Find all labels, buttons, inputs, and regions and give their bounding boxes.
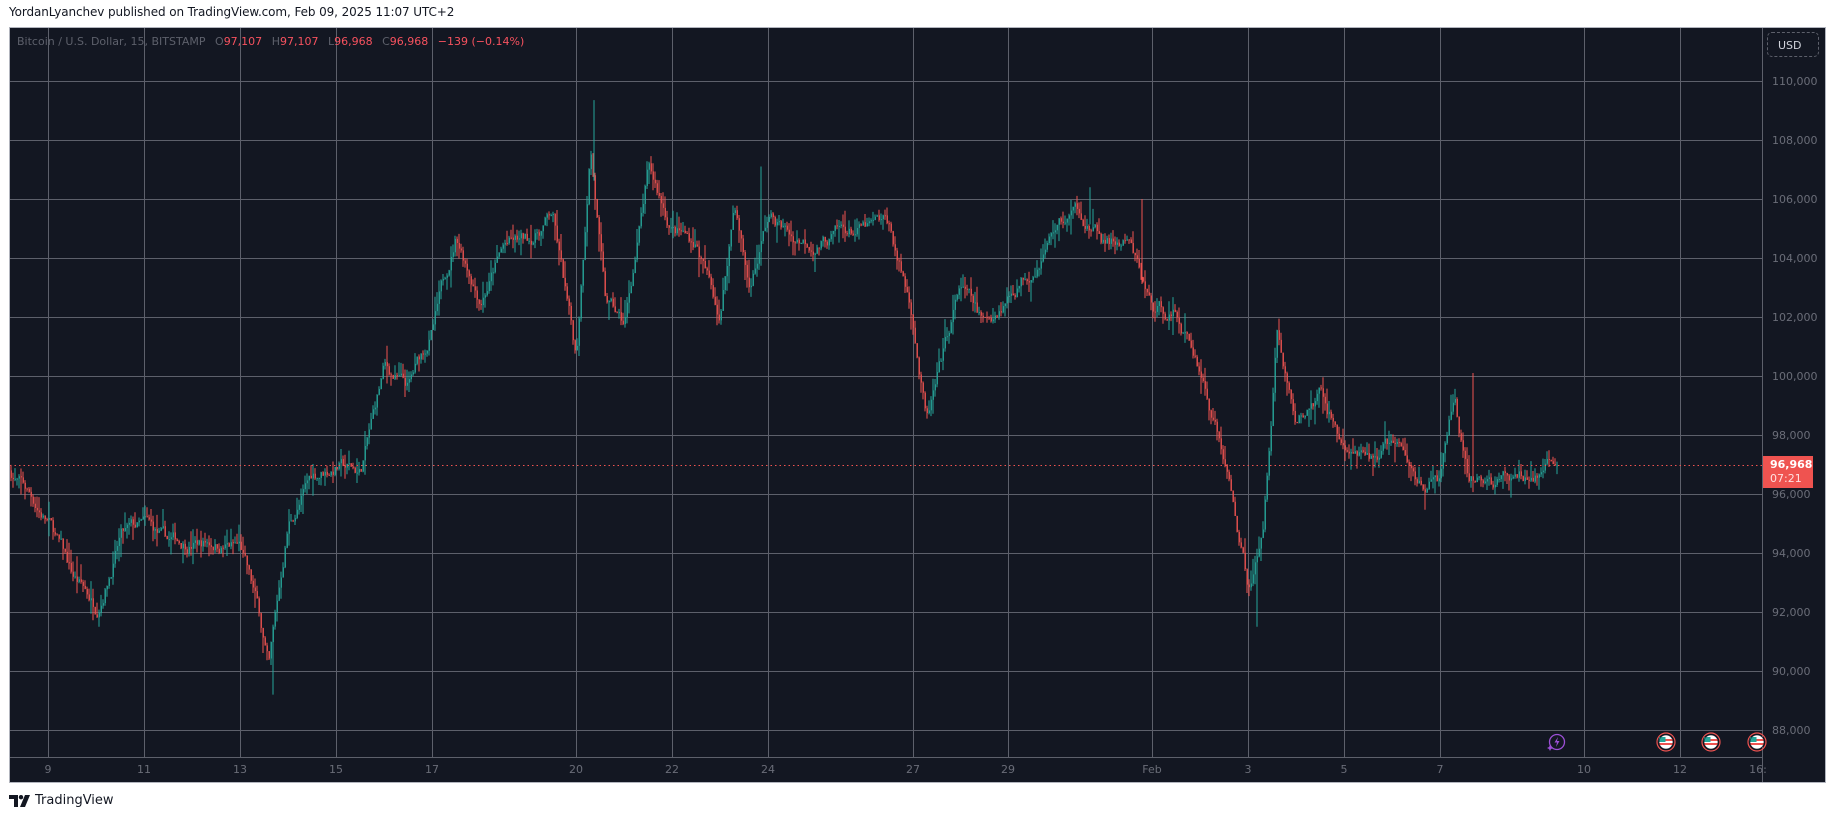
price-tick-label: 104,000 xyxy=(1772,251,1818,265)
last-price-value: 96,968 xyxy=(1770,458,1813,471)
time-tick-label: 7 xyxy=(1436,763,1444,776)
price-tick-label: 108,000 xyxy=(1772,133,1818,147)
chart-frame[interactable] xyxy=(9,27,1826,783)
price-tick-label: 88,000 xyxy=(1772,723,1811,737)
last-price-tag: 96,968 07:21 xyxy=(1763,456,1813,488)
candles xyxy=(10,100,1558,695)
lightning-event-icon[interactable] xyxy=(1546,732,1566,752)
time-tick-label: 20 xyxy=(569,763,583,776)
change-value: −139 (−0.14%) xyxy=(437,35,525,48)
price-tick-label: 106,000 xyxy=(1772,192,1818,206)
close-value: 96,968 xyxy=(389,35,429,48)
bar-countdown: 07:21 xyxy=(1770,472,1802,485)
us-flag-event-icon[interactable] xyxy=(1701,732,1721,752)
time-tick-label: 15 xyxy=(329,763,343,776)
symbol-legend: Bitcoin / U.S. Dollar, 15, BITSTAMP O97,… xyxy=(17,35,524,48)
tradingview-logo[interactable]: TradingView xyxy=(9,793,114,808)
price-tick-label: 100,000 xyxy=(1772,369,1818,383)
price-tick-label: 102,000 xyxy=(1772,310,1818,324)
low-label: L xyxy=(327,35,335,48)
price-tick-label: 94,000 xyxy=(1772,546,1811,560)
time-tick-label: 17 xyxy=(425,763,439,776)
us-flag-event-icon[interactable] xyxy=(1656,732,1676,752)
time-tick-label: 13 xyxy=(233,763,247,776)
price-tick-label: 98,000 xyxy=(1772,428,1811,442)
currency-button[interactable]: USD xyxy=(1767,32,1819,57)
open-label: O xyxy=(215,35,224,48)
time-tick-label: 22 xyxy=(665,763,679,776)
time-tick-label: 5 xyxy=(1340,763,1348,776)
time-tick-label: 16: xyxy=(1749,763,1767,776)
us-flag-event-icon[interactable] xyxy=(1747,732,1767,752)
price-tick-label: 90,000 xyxy=(1772,664,1811,678)
time-tick-label: 27 xyxy=(906,763,920,776)
time-tick-label: 12 xyxy=(1673,763,1687,776)
tradingview-logo-icon xyxy=(9,794,30,807)
time-tick-label: 29 xyxy=(1001,763,1015,776)
high-value: 97,107 xyxy=(279,35,319,48)
low-value: 96,968 xyxy=(334,35,373,48)
price-tick-label: 92,000 xyxy=(1772,605,1811,619)
high-label: H xyxy=(271,35,280,48)
chart-grid xyxy=(10,28,1762,757)
price-tick-label: 96,000 xyxy=(1772,487,1811,501)
time-tick-label: 3 xyxy=(1244,763,1252,776)
time-tick-label: 24 xyxy=(761,763,775,776)
publish-info: YordanLyanchev published on TradingView.… xyxy=(9,5,455,19)
symbol-name: Bitcoin / U.S. Dollar, 15, BITSTAMP xyxy=(17,35,206,48)
tradingview-brand: TradingView xyxy=(35,793,114,808)
time-tick-label: 9 xyxy=(44,763,52,776)
time-tick-label: 11 xyxy=(137,763,151,776)
price-tick-label: 110,000 xyxy=(1772,74,1818,88)
time-tick-label: Feb xyxy=(1142,763,1162,776)
time-tick-label: 10 xyxy=(1577,763,1591,776)
close-label: C xyxy=(382,35,390,48)
open-value: 97,107 xyxy=(223,35,263,48)
